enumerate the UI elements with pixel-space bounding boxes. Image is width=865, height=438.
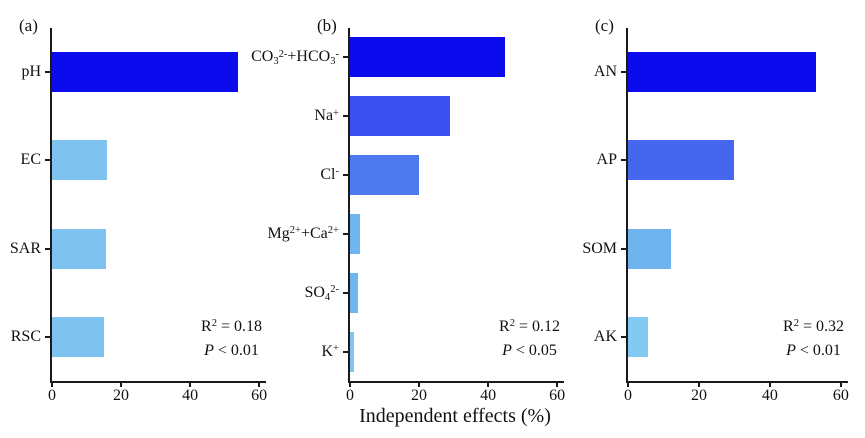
category-tick — [343, 174, 350, 177]
bar-so42 — [350, 272, 358, 313]
category-label-ec: EC — [20, 151, 41, 169]
panel-letter: (c) — [595, 16, 614, 35]
x-tick-mark — [839, 383, 842, 387]
category-label-mg2-ca2: Mg2++Ca2+ — [267, 224, 340, 242]
x-tick-mark — [189, 383, 192, 387]
panel-b-plot: (b) CO32-+HCO3- Na+ Cl- Mg2++Ca2+ SO42- K+ 0 20 4… — [251, 17, 565, 404]
category-label-ph: pH — [21, 63, 41, 81]
x-tick-label: 0 — [624, 387, 632, 404]
category-label-som: SOM — [582, 239, 617, 257]
stats-annotation: R2 = 0.12 P < 0.05 — [499, 318, 560, 359]
panel-letter: (a) — [19, 16, 38, 35]
bar-cl — [350, 155, 420, 196]
category-tick — [45, 159, 52, 162]
x-tick-mark — [556, 383, 559, 387]
x-tick-mark — [349, 383, 351, 387]
category-tick — [45, 335, 52, 338]
x-tick-label: 20 — [690, 387, 707, 404]
x-tick-mark — [768, 383, 771, 387]
bar-rsc — [52, 316, 104, 357]
x-tick-mark — [51, 383, 53, 387]
bar-co32-hco3 — [350, 37, 506, 78]
category-label-sar: SAR — [9, 239, 41, 257]
x-tick-label: 20 — [411, 387, 428, 404]
category-label-so42: SO42- — [304, 283, 339, 303]
x-tick-label: 40 — [480, 387, 497, 404]
category-label-rsc: RSC — [10, 327, 41, 345]
category-tick — [343, 232, 350, 235]
category-label-k: K+ — [321, 342, 339, 360]
category-tick — [343, 350, 350, 353]
x-tick-label: 40 — [761, 387, 778, 404]
x-tick-mark — [697, 383, 700, 387]
bar-an — [628, 52, 817, 93]
x-tick-mark — [418, 383, 421, 387]
bar-som — [628, 228, 671, 269]
x-tick-label: 0 — [346, 387, 354, 404]
category-tick — [621, 71, 628, 74]
x-tick-mark — [120, 383, 123, 387]
x-axis-title: Independent effects (%) — [359, 405, 551, 427]
panel-a-plot: (a) pH EC SAR RSC 0 20 40 60 R2 = 0.18 P < 0.01 — [10, 17, 267, 404]
bar-sar — [52, 228, 106, 269]
bar-ak — [628, 316, 648, 357]
category-label-an: AN — [593, 63, 617, 81]
category-label-cl: Cl- — [320, 166, 339, 184]
category-label-ap: AP — [596, 151, 617, 169]
bar-na — [350, 96, 451, 137]
bar-ec — [52, 140, 108, 181]
x-tick-label: 40 — [182, 387, 199, 404]
x-tick-label: 60 — [832, 387, 849, 404]
category-label-co32-hco3: CO32-+HCO3- — [251, 48, 339, 68]
bar-mg2-ca2 — [350, 213, 361, 254]
x-tick-label: 20 — [113, 387, 130, 404]
category-label-na: Na+ — [314, 107, 339, 125]
bar-ap — [628, 140, 735, 181]
stats-annotation: R2 = 0.18 P < 0.01 — [201, 318, 262, 359]
x-tick-mark — [627, 383, 629, 387]
category-label-ak: AK — [593, 327, 617, 345]
x-tick-label: 0 — [48, 387, 56, 404]
category-tick — [343, 115, 350, 118]
panel-c-plot: (c) AN AP SOM AK 0 20 40 60 R2 = 0.32 P < 0.01 — [582, 17, 849, 404]
x-tick-label: 60 — [549, 387, 566, 404]
x-tick-label: 60 — [251, 387, 268, 404]
category-tick — [343, 291, 350, 294]
category-tick — [45, 247, 52, 250]
stats-annotation: R2 = 0.32 P < 0.01 — [783, 318, 844, 359]
bar-k — [350, 331, 355, 372]
category-tick — [621, 335, 628, 338]
category-tick — [45, 71, 52, 74]
x-tick-mark — [258, 383, 261, 387]
category-tick — [343, 56, 350, 59]
category-tick — [621, 159, 628, 162]
x-tick-mark — [487, 383, 490, 387]
panel-letter: (b) — [317, 16, 337, 35]
bar-ph — [52, 52, 239, 93]
category-tick — [621, 247, 628, 250]
